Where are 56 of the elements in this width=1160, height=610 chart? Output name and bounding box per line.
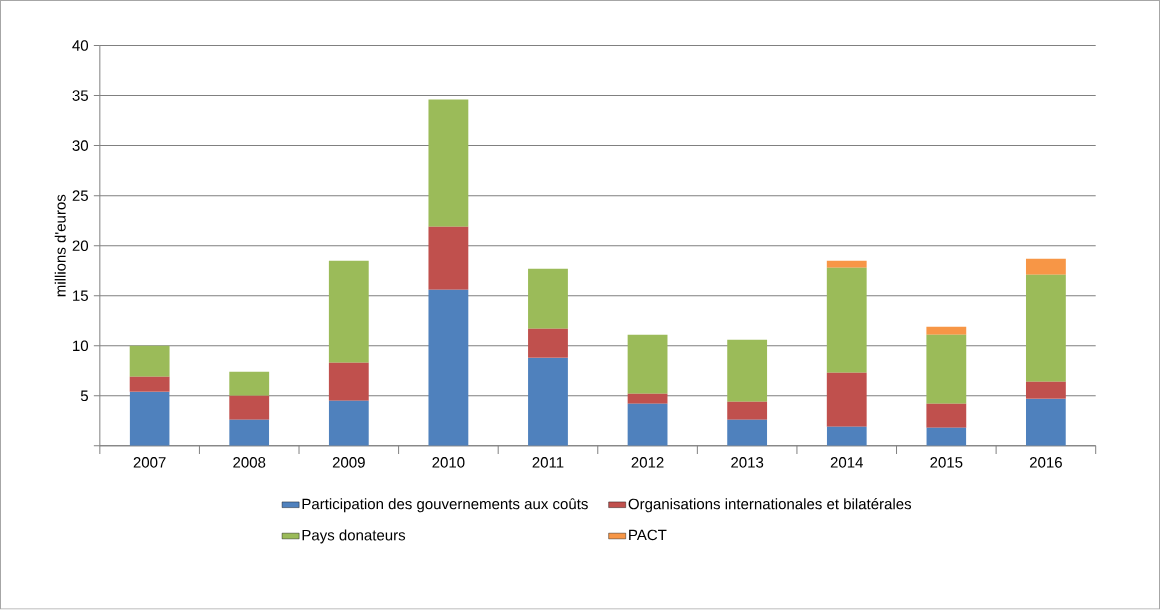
legend-label: PACT (629, 529, 667, 541)
y-tick-label: 15 (73, 290, 88, 302)
legend-label: Organisations internationales et bilatérales (628, 498, 912, 513)
bar (1025, 382, 1066, 400)
bar (129, 377, 170, 393)
y-axis-title: millions d'euros (54, 195, 66, 297)
bar (428, 99, 469, 227)
x-tick-label: 2011 (532, 457, 564, 468)
y-tick-label: 25 (72, 190, 88, 202)
x-tick-label: 2012 (631, 457, 664, 468)
bar (826, 267, 867, 374)
x-tick-label: 2016 (1029, 457, 1062, 468)
bar (328, 363, 369, 402)
x-tick-label: 2009 (332, 457, 365, 468)
legend-label: Participation des gouvernements aux coûts (302, 498, 588, 513)
bar (627, 394, 668, 405)
y-tick-label: 35 (72, 90, 88, 102)
bar (129, 392, 170, 447)
x-tick-label: 2008 (233, 457, 266, 468)
x-tick-label: 2015 (930, 457, 963, 468)
bar (129, 346, 170, 378)
bar (727, 340, 768, 403)
y-tick-label: 30 (72, 140, 89, 152)
x-tick-label: 2010 (432, 457, 465, 468)
legend-label: Pays donateurs (302, 529, 406, 544)
y-tick-label: 20 (72, 240, 89, 252)
bar (528, 358, 568, 447)
bar (328, 260, 369, 364)
bar (229, 372, 270, 397)
bar (528, 268, 568, 330)
x-tick-label: 2007 (133, 457, 166, 468)
y-tick-label: 5 (80, 390, 88, 402)
bar (428, 226, 469, 290)
bar (328, 401, 369, 447)
x-tick-label: 2014 (830, 457, 863, 468)
bar (1025, 399, 1066, 447)
bar (926, 404, 967, 429)
y-tick-label: 40 (72, 40, 89, 52)
bar (826, 373, 867, 428)
x-tick-label: 2013 (731, 457, 764, 468)
bar (229, 396, 270, 421)
bar (627, 335, 668, 395)
bar (826, 260, 867, 268)
bar (727, 402, 768, 421)
bar (926, 327, 967, 336)
bar (627, 404, 668, 447)
bar (1025, 258, 1066, 275)
bar (727, 420, 768, 447)
bar (1025, 274, 1066, 383)
bar (826, 427, 867, 447)
y-tick-label: 10 (73, 340, 89, 352)
bar (926, 428, 967, 447)
bar (528, 329, 568, 359)
bar (428, 289, 469, 447)
bar (229, 420, 270, 447)
bar (926, 335, 967, 405)
